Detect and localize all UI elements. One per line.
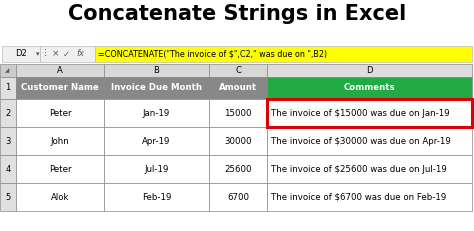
Text: 4: 4 [5, 164, 10, 173]
Text: The invoice of $15000 was due on Jan-19: The invoice of $15000 was due on Jan-19 [271, 109, 450, 118]
Text: 15000: 15000 [224, 109, 252, 118]
Bar [104, 77, 209, 99]
Text: Invoice Due Month: Invoice Due Month [111, 83, 202, 92]
Text: The invoice of $6700 was due on Feb-19: The invoice of $6700 was due on Feb-19 [271, 192, 446, 201]
Text: 1: 1 [5, 83, 10, 92]
Text: 3: 3 [5, 137, 11, 146]
Text: 6700: 6700 [227, 192, 249, 201]
Text: Amount: Amount [219, 83, 257, 92]
Text: The invoice of $25600 was due on Jul-19: The invoice of $25600 was due on Jul-19 [271, 164, 447, 173]
Text: 5: 5 [5, 192, 10, 201]
Bar [209, 64, 267, 77]
Bar [104, 64, 209, 77]
Text: =CONCATENATE("The invoice of $",C2," was due on ",B2): =CONCATENATE("The invoice of $",C2," was… [98, 49, 327, 58]
Text: fx: fx [76, 49, 84, 58]
Bar [267, 127, 472, 155]
Bar [16, 127, 104, 155]
Text: Apr-19: Apr-19 [142, 137, 171, 146]
Bar [104, 127, 209, 155]
Bar [267, 99, 472, 127]
Text: John: John [51, 137, 69, 146]
Bar [0, 64, 16, 77]
Text: ◢: ◢ [5, 68, 9, 73]
Bar [16, 64, 104, 77]
Text: D2: D2 [15, 49, 27, 58]
Bar [267, 64, 472, 77]
Text: B: B [154, 66, 159, 75]
Bar [16, 77, 104, 99]
Bar [0, 99, 16, 127]
Text: 30000: 30000 [224, 137, 252, 146]
Bar [267, 183, 472, 211]
Bar [104, 183, 209, 211]
Text: Customer Name: Customer Name [21, 83, 99, 92]
Text: Alok: Alok [51, 192, 69, 201]
Text: D: D [366, 66, 373, 75]
Bar [2, 46, 40, 62]
Bar [209, 155, 267, 183]
Bar [40, 46, 95, 62]
Bar [0, 127, 16, 155]
Bar [104, 155, 209, 183]
Text: Peter: Peter [49, 164, 71, 173]
Text: 2: 2 [5, 109, 10, 118]
Bar [267, 155, 472, 183]
Bar [104, 99, 209, 127]
Bar [267, 99, 472, 127]
Text: Jul-19: Jul-19 [144, 164, 169, 173]
Text: Concatenate Strings in Excel: Concatenate Strings in Excel [68, 4, 406, 24]
Text: Feb-19: Feb-19 [142, 192, 171, 201]
Text: The invoice of $30000 was due on Apr-19: The invoice of $30000 was due on Apr-19 [271, 137, 451, 146]
Bar [16, 183, 104, 211]
Bar [209, 99, 267, 127]
Text: Jan-19: Jan-19 [143, 109, 170, 118]
Bar [209, 183, 267, 211]
Text: Comments: Comments [344, 83, 395, 92]
Text: A: A [57, 66, 63, 75]
Text: ▾: ▾ [36, 51, 40, 57]
Text: ✓: ✓ [63, 49, 70, 58]
Bar [209, 77, 267, 99]
Bar [0, 183, 16, 211]
Bar [0, 155, 16, 183]
Text: C: C [235, 66, 241, 75]
Text: ×: × [52, 49, 60, 58]
Bar [209, 127, 267, 155]
Bar [267, 77, 472, 99]
Text: 25600: 25600 [224, 164, 252, 173]
Text: ⁝: ⁝ [44, 49, 47, 59]
Text: Peter: Peter [49, 109, 71, 118]
Bar [95, 46, 472, 62]
Bar [16, 155, 104, 183]
Bar [16, 99, 104, 127]
Bar [0, 77, 16, 99]
